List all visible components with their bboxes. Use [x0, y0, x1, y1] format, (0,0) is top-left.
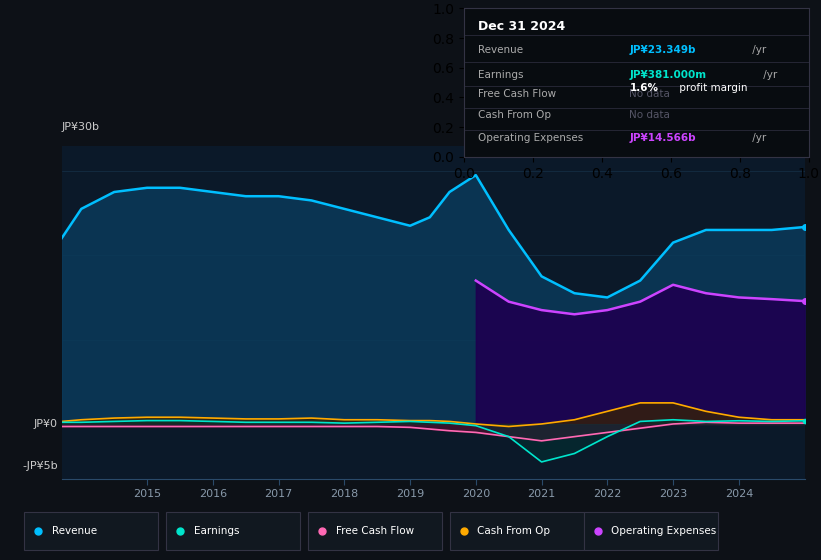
Text: Free Cash Flow: Free Cash Flow [478, 88, 556, 99]
FancyBboxPatch shape [450, 512, 584, 550]
FancyBboxPatch shape [166, 512, 300, 550]
Text: Cash From Op: Cash From Op [478, 110, 551, 120]
Text: JP¥30b: JP¥30b [62, 122, 99, 132]
Text: No data: No data [630, 88, 670, 99]
Text: Earnings: Earnings [194, 526, 239, 535]
FancyBboxPatch shape [584, 512, 718, 550]
Text: profit margin: profit margin [677, 83, 748, 93]
Text: Revenue: Revenue [52, 526, 97, 535]
Text: -JP¥5b: -JP¥5b [22, 461, 57, 471]
Text: Operating Expenses: Operating Expenses [612, 526, 717, 535]
Text: No data: No data [630, 110, 670, 120]
Text: Dec 31 2024: Dec 31 2024 [478, 20, 565, 32]
Text: JP¥23.349b: JP¥23.349b [630, 45, 696, 55]
Text: /yr: /yr [760, 70, 777, 80]
Text: Free Cash Flow: Free Cash Flow [336, 526, 414, 535]
Text: Cash From Op: Cash From Op [478, 526, 551, 535]
FancyBboxPatch shape [308, 512, 442, 550]
Text: JP¥381.000m: JP¥381.000m [630, 70, 707, 80]
Text: Revenue: Revenue [478, 45, 523, 55]
Text: Earnings: Earnings [478, 70, 523, 80]
Text: 1.6%: 1.6% [630, 83, 658, 93]
Text: JP¥14.566b: JP¥14.566b [630, 133, 696, 142]
Text: /yr: /yr [749, 133, 766, 142]
Text: /yr: /yr [749, 45, 766, 55]
Text: JP¥0: JP¥0 [34, 419, 57, 429]
Text: Operating Expenses: Operating Expenses [478, 133, 583, 142]
FancyBboxPatch shape [25, 512, 158, 550]
